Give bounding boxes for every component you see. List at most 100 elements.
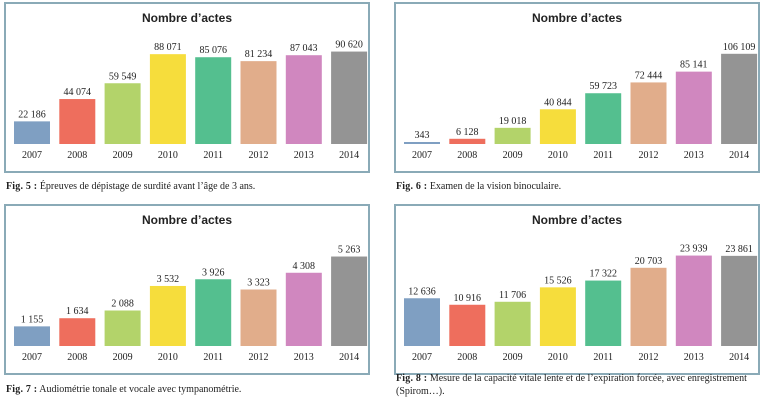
value-label-fig6-2008: 6 128 [456, 127, 479, 138]
bar-fig6-2009 [494, 127, 531, 144]
chart-panel-fig8: Nombre d’actes 12 636 2007 10 916 2008 11 706… [394, 204, 760, 375]
value-label-fig5-2010: 88 071 [154, 42, 182, 53]
chart-title-fig8: Nombre d’actes [532, 213, 622, 227]
value-label-fig5-2012: 81 234 [245, 49, 273, 60]
value-label-fig7-2014: 5 263 [338, 245, 361, 256]
caption-fig6-label: Fig. 6 : [396, 181, 428, 192]
value-label-fig5-2011: 85 076 [199, 45, 227, 56]
category-label-fig5-2013: 2013 [294, 150, 314, 161]
bar-fig7-2010 [149, 285, 186, 346]
bar-fig7-2007 [14, 326, 50, 346]
bar-fig6-2007 [404, 142, 440, 144]
value-label-fig5-2008: 44 074 [64, 87, 92, 98]
category-label-fig8-2007: 2007 [412, 352, 432, 363]
chart-title-fig7: Nombre d’actes [142, 213, 232, 227]
category-label-fig6-2007: 2007 [412, 150, 432, 161]
bar-fig8-2013 [675, 255, 712, 346]
value-label-fig7-2013: 4 308 [293, 261, 316, 272]
category-label-fig8-2010: 2010 [548, 352, 568, 363]
category-label-fig7-2013: 2013 [294, 352, 314, 363]
category-label-fig5-2014: 2014 [339, 150, 359, 161]
bar-fig7-2012 [240, 289, 277, 346]
category-label-fig6-2013: 2013 [684, 150, 704, 161]
bar-fig5-2011 [195, 57, 232, 144]
value-label-fig6-2011: 59 723 [589, 81, 617, 92]
bar-fig7-2011 [195, 279, 232, 346]
category-label-fig5-2011: 2011 [203, 150, 223, 161]
category-label-fig6-2008: 2008 [457, 150, 477, 161]
chart-title-fig6: Nombre d’actes [532, 11, 622, 25]
caption-fig8-label: Fig. 8 : [396, 373, 428, 384]
bar-fig5-2009 [104, 83, 141, 144]
value-label-fig8-2008: 10 916 [454, 293, 482, 304]
bar-chart-fig6: Nombre d’actes 343 2007 6 128 2008 19 018 2009… [404, 11, 758, 161]
bar-fig7-2014 [331, 256, 368, 346]
category-label-fig8-2009: 2009 [503, 352, 523, 363]
bar-fig8-2014 [721, 255, 758, 346]
category-label-fig7-2007: 2007 [22, 352, 42, 363]
caption-fig6: Fig. 6 : Examen de la vision binoculaire… [396, 180, 762, 193]
category-label-fig6-2010: 2010 [548, 150, 568, 161]
bar-fig6-2010 [539, 109, 576, 144]
value-label-fig8-2010: 15 526 [544, 275, 572, 286]
caption-fig7: Fig. 7 : Audiométrie tonale et vocale av… [6, 383, 376, 396]
bar-fig7-2008 [59, 318, 96, 346]
chart-panel-fig5: Nombre d’actes 22 186 2007 44 074 2008 59 549… [4, 2, 370, 173]
bar-fig8-2008 [449, 304, 486, 346]
category-label-fig7-2010: 2010 [158, 352, 178, 363]
category-label-fig7-2009: 2009 [113, 352, 133, 363]
value-label-fig5-2009: 59 549 [109, 71, 137, 82]
value-label-fig7-2008: 1 634 [66, 306, 89, 317]
value-label-fig6-2010: 40 844 [544, 97, 572, 108]
value-label-fig5-2013: 87 043 [290, 43, 318, 54]
value-label-fig7-2007: 1 155 [21, 314, 44, 325]
caption-fig8-text: Mesure de la capacité vitale lente et de… [396, 373, 747, 397]
bar-fig5-2007 [14, 121, 50, 144]
category-label-fig8-2008: 2008 [457, 352, 477, 363]
category-label-fig7-2014: 2014 [339, 352, 359, 363]
category-label-fig8-2013: 2013 [684, 352, 704, 363]
bar-fig6-2012 [630, 82, 667, 144]
caption-fig6-text: Examen de la vision binoculaire. [429, 181, 562, 192]
bar-fig6-2008 [449, 138, 486, 144]
bar-chart-fig8: Nombre d’actes 12 636 2007 10 916 2008 11 706… [404, 213, 758, 363]
category-label-fig8-2014: 2014 [729, 352, 749, 363]
value-label-fig7-2012: 3 323 [247, 278, 270, 289]
bar-fig5-2012 [240, 61, 277, 144]
value-label-fig7-2009: 2 088 [111, 299, 134, 310]
category-label-fig5-2012: 2012 [249, 150, 269, 161]
bar-fig5-2008 [59, 99, 96, 144]
bar-fig8-2012 [630, 267, 667, 346]
value-label-fig8-2014: 23 861 [725, 244, 753, 255]
category-label-fig6-2009: 2009 [503, 150, 523, 161]
value-label-fig6-2009: 19 018 [499, 116, 527, 127]
value-label-fig7-2010: 3 532 [157, 274, 180, 285]
category-label-fig8-2012: 2012 [639, 352, 659, 363]
bar-chart-fig5: Nombre d’actes 22 186 2007 44 074 2008 59 549… [14, 11, 368, 161]
caption-fig5: Fig. 5 : Épreuves de dépistage de surdit… [6, 180, 376, 193]
bar-fig8-2010 [539, 287, 576, 346]
bar-fig6-2014 [721, 53, 758, 144]
value-label-fig8-2009: 11 706 [499, 290, 526, 301]
bar-fig8-2007 [404, 298, 440, 346]
bar-fig7-2009 [104, 310, 141, 346]
value-label-fig8-2012: 20 703 [635, 256, 663, 267]
value-label-fig8-2011: 17 322 [589, 269, 617, 280]
category-label-fig7-2011: 2011 [203, 352, 223, 363]
category-label-fig6-2011: 2011 [593, 150, 613, 161]
value-label-fig6-2007: 343 [415, 130, 430, 141]
bar-fig6-2011 [585, 93, 622, 144]
chart-title-fig5: Nombre d’actes [142, 11, 232, 25]
bar-fig5-2014 [331, 51, 368, 145]
category-label-fig7-2012: 2012 [249, 352, 269, 363]
value-label-fig6-2012: 72 444 [635, 70, 663, 81]
value-label-fig6-2013: 85 141 [680, 60, 708, 71]
chart-panel-fig7: Nombre d’actes 1 155 2007 1 634 2008 2 088 200… [4, 204, 370, 375]
value-label-fig5-2007: 22 186 [18, 109, 46, 120]
value-label-fig8-2007: 12 636 [408, 286, 436, 297]
bar-fig8-2011 [585, 280, 622, 346]
caption-fig7-text: Audiométrie tonale et vocale avec tympan… [39, 384, 242, 395]
caption-fig5-text: Épreuves de dépistage de surdité avant l… [39, 181, 256, 192]
caption-fig8: Fig. 8 : Mesure de la capacité vitale le… [396, 372, 762, 398]
category-label-fig5-2010: 2010 [158, 150, 178, 161]
